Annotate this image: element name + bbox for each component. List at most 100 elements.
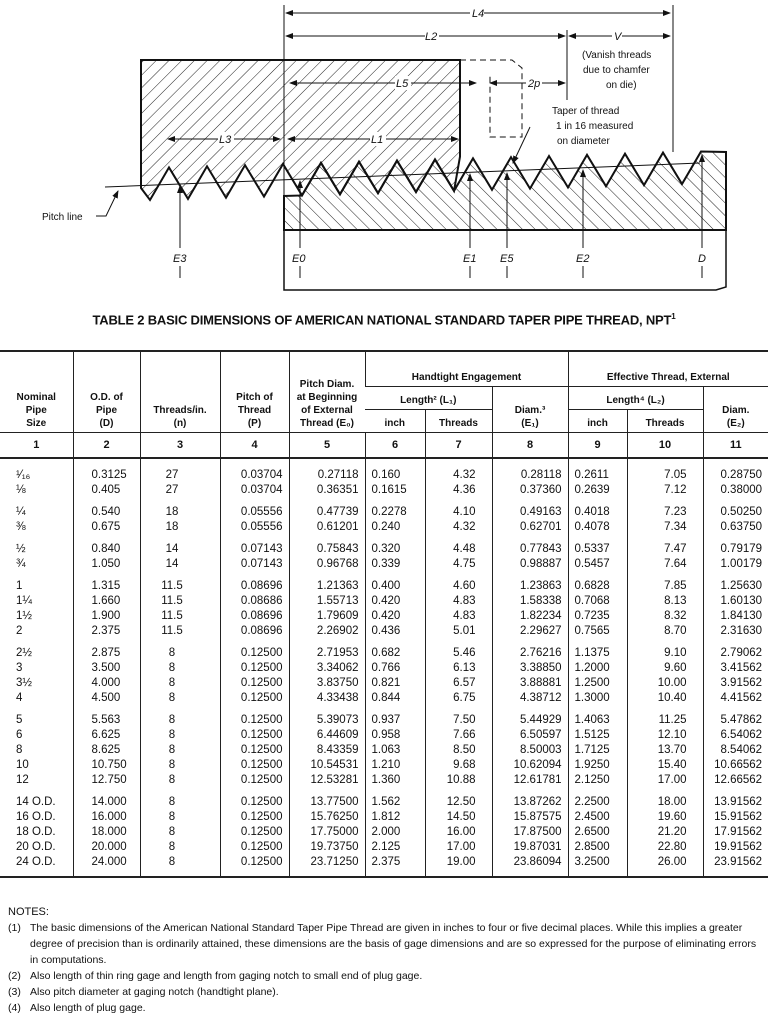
- table-cell: 0.96768: [288, 557, 365, 572]
- table-cell: 19.60: [626, 810, 704, 825]
- table-cell: 8: [139, 728, 220, 743]
- table-cell: 2.875: [72, 639, 140, 661]
- table-cell: 1.55713: [288, 594, 365, 609]
- table-cell: 23.91562: [702, 855, 768, 878]
- label-l4: L4: [472, 8, 484, 20]
- table-cell: 0.05556: [219, 498, 289, 520]
- table-cell: 0.5457: [567, 557, 628, 572]
- table-cell: 0.77843: [491, 535, 569, 557]
- pipe-bore: [283, 230, 727, 291]
- label-l2: L2: [425, 31, 437, 43]
- table-cell: 8.625: [72, 743, 140, 758]
- table-cell: 13.91562: [702, 788, 768, 810]
- table-cell: 8: [139, 855, 220, 878]
- table-row: 2 2.375 11.5 0.08696 2.26902 0.436 5.01 2.29627…: [0, 624, 768, 639]
- table-row: 5 5.563 8 0.12500 5.39073 0.937 7.50 5.44929 1.4…: [0, 706, 768, 728]
- npt-dimensions-table: Nominal Pipe Size O.D. of Pipe (D) Threads/i…: [0, 350, 768, 878]
- table-cell: 2.71953: [288, 639, 365, 661]
- table-cell: 7.34: [626, 520, 704, 535]
- table-cell: 2.29627: [491, 624, 569, 639]
- table-row: 4 4.500 8 0.12500 4.33438 0.844 6.75 4.38712 1.3…: [0, 691, 768, 706]
- table-cell: 4.000: [72, 676, 140, 691]
- table-cell: 18: [139, 520, 220, 535]
- table-cell: 14 O.D.: [16, 796, 56, 808]
- table-row: 18 O.D. 18.000 8 0.12500 17.75000 2.000 16.00 1…: [0, 825, 768, 840]
- table-cell: 22.80: [626, 840, 704, 855]
- table-cell: 7.85: [626, 572, 704, 594]
- table-cell: 0.766: [364, 661, 425, 676]
- table-cell: 0.61201: [288, 520, 365, 535]
- table-cell: 6.50597: [491, 728, 569, 743]
- vanish-note-2: due to chamfer: [583, 65, 650, 76]
- label-v: V: [614, 31, 623, 43]
- table-cell: 15.40: [626, 758, 704, 773]
- table-cell: 7.47: [626, 535, 704, 557]
- table-title: TABLE 2 BASIC DIMENSIONS OF AMERICAN NAT…: [0, 312, 768, 327]
- table-cell: 4.500: [72, 691, 140, 706]
- table-cell: 1.25630: [702, 572, 768, 594]
- table-cell: 5.47862: [702, 706, 768, 728]
- table-cell: 5.39073: [288, 706, 365, 728]
- table-cell: ⅜: [16, 521, 26, 533]
- table-row: 3 3.500 8 0.12500 3.34062 0.766 6.13 3.38850 1.2…: [0, 661, 768, 676]
- table-cell: 5.563: [72, 706, 140, 728]
- table-row: 8 8.625 8 0.12500 8.43359 1.063 8.50 8.50003 1.7…: [0, 743, 768, 758]
- table-cell: 26.00: [626, 855, 704, 878]
- table-cell: 1½: [16, 610, 32, 622]
- table-cell: 0.937: [364, 706, 425, 728]
- taper-leader: [512, 126, 531, 164]
- note-number: (3): [8, 986, 21, 998]
- table-cell: 0.12500: [219, 855, 289, 878]
- table-cell: 0.844: [364, 691, 425, 706]
- column-number: 10: [626, 432, 704, 459]
- note-number: (2): [8, 970, 21, 982]
- dashed-outline: [460, 59, 523, 138]
- table-cell: ¼: [16, 506, 26, 518]
- table-cell: 0.1615: [364, 483, 425, 498]
- table-cell: 7.23: [626, 498, 704, 520]
- taper-note-2: 1 in 16 measured: [556, 121, 633, 132]
- table-cell: 9.68: [424, 758, 492, 773]
- table-cell: 23.71250: [288, 855, 365, 878]
- table-cell: 8.50003: [491, 743, 569, 758]
- table-cell: 11.5: [139, 609, 220, 624]
- table-cell: 0.7068: [567, 594, 628, 609]
- table-cell: 5.01: [424, 624, 492, 639]
- table-cell: 0.36351: [288, 483, 365, 498]
- label-l1: L1: [371, 134, 383, 146]
- note-text: The basic dimensions of the American Nat…: [30, 922, 757, 966]
- table-cell: 2.6500: [567, 825, 628, 840]
- table-cell: 0.958: [364, 728, 425, 743]
- table-cell: 0.339: [364, 557, 425, 572]
- table-cell: 8: [139, 706, 220, 728]
- table-cell: 1.79609: [288, 609, 365, 624]
- table-row: 1½ 1.900 11.5 0.08696 1.79609 0.420 4.83 1.8223…: [0, 609, 768, 624]
- table-cell: 0.12500: [219, 773, 289, 788]
- table-cell: 0.6828: [567, 572, 628, 594]
- table-cell: 0.47739: [288, 498, 365, 520]
- notes: NOTES: (1) The basic dimensions of the Am…: [8, 904, 760, 1016]
- table-cell: 0.08696: [219, 624, 289, 639]
- table-cell: 0.08696: [219, 609, 289, 624]
- table-cell: 3.88881: [491, 676, 569, 691]
- table-cell: 0.49163: [491, 498, 569, 520]
- table-cell: 0.03704: [219, 458, 289, 483]
- table-cell: 1.1375: [567, 639, 628, 661]
- table-row: ⅜ 0.675 18 0.05556 0.61201 0.240 4.32 0.62701 0.…: [0, 520, 768, 535]
- table-cell: 2.4500: [567, 810, 628, 825]
- table-cell: 1.315: [72, 572, 140, 594]
- table-cell: 6.54062: [702, 728, 768, 743]
- table-cell: 10.40: [626, 691, 704, 706]
- table-cell: 4.32: [424, 520, 492, 535]
- table-cell: 1: [16, 580, 23, 592]
- table-row: ¹⁄₁₆ 0.3125 27 0.03704 0.27118 0.160 4.32 0.281…: [0, 458, 768, 483]
- table-cell: ¹⁄₁₆: [16, 469, 31, 481]
- pitch-line-label: Pitch line: [42, 212, 83, 223]
- header-diam-e2: Diam. (E₂): [702, 386, 768, 433]
- table-row: ⅛ 0.405 27 0.03704 0.36351 0.1615 4.36 0.37360 0…: [0, 483, 768, 498]
- table-cell: 0.07143: [219, 557, 289, 572]
- table-cell: 12.50: [424, 788, 492, 810]
- table-cell: 10.750: [72, 758, 140, 773]
- table-cell: 7.66: [424, 728, 492, 743]
- table-cell: 17.00: [626, 773, 704, 788]
